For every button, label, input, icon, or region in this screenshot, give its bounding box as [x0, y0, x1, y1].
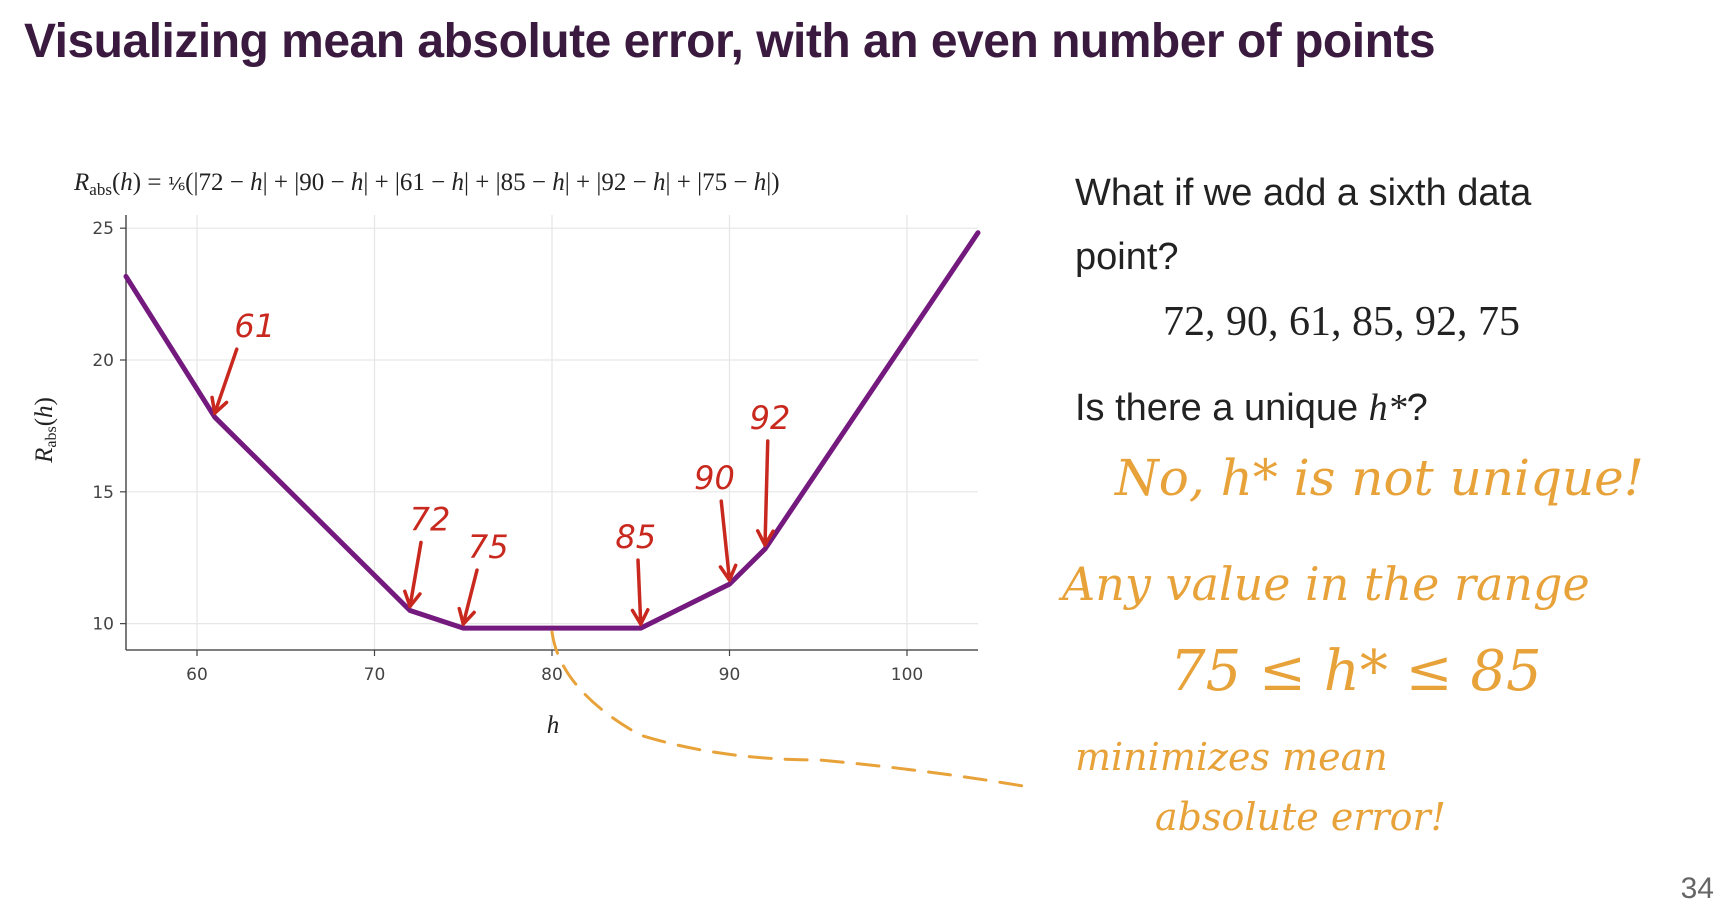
chart-ticks: 60 70 80 90 100 10 15 20 25 [92, 219, 923, 685]
x-tick-label: 60 [186, 665, 208, 685]
red-point-label: 85 [615, 518, 656, 556]
unique-question: Is there a unique h*? [1075, 386, 1428, 430]
red-arrow-head [403, 589, 422, 609]
unique-question-prefix: Is there a unique [1075, 387, 1369, 429]
x-tick-label: 100 [891, 665, 923, 685]
red-arrow-head [630, 608, 650, 626]
red-point-label: 61 [234, 307, 275, 345]
chart-curve-layer [123, 230, 981, 631]
red-arrow-head [718, 563, 738, 582]
red-annotations: 72 90 61 85 92 75 [210, 307, 791, 626]
handwritten-answer-line4: minimizes mean [1075, 735, 1388, 779]
page-number: 34 [1680, 872, 1714, 905]
red-arrow-head [755, 529, 775, 547]
question-line-1: What if we add a sixth data [1075, 172, 1532, 214]
red-arrow [461, 568, 479, 626]
red-arrow [636, 558, 643, 626]
red-arrow [213, 347, 239, 415]
red-point-label: 92 [750, 399, 791, 437]
chart-grid [126, 215, 978, 650]
y-tick-label: 20 [92, 351, 114, 371]
handwritten-answer-line1: No, h* is not unique! [1114, 449, 1644, 507]
mae-curve [123, 230, 981, 631]
red-arrow [719, 499, 732, 582]
x-axis-title: h [547, 712, 560, 739]
handwritten-answer-line2: Any value in the range [1058, 557, 1590, 611]
question-line-2: point? [1075, 236, 1179, 278]
red-point-label: 90 [694, 459, 735, 497]
slide-title: Visualizing mean absolute error, with an… [24, 15, 1436, 68]
y-tick-label: 25 [92, 219, 114, 239]
x-tick-label: 90 [719, 665, 741, 685]
handwritten-answer-line5: absolute error! [1155, 795, 1446, 839]
red-arrow-head [457, 606, 476, 626]
red-arrow [408, 540, 423, 609]
y-axis-title: Rabs(h) [31, 397, 60, 464]
x-tick-label: 70 [364, 665, 386, 685]
handwritten-answer-line3: 75 ≤ h* ≤ 85 [1170, 639, 1542, 704]
y-tick-label: 10 [92, 615, 114, 635]
red-arrow-head [210, 395, 229, 415]
chart-title-formula: Rabs(h) = ⅙(|72 − h| + |90 − h| + |61 − … [73, 169, 780, 199]
red-arrow [763, 439, 770, 547]
y-tick-label: 15 [92, 483, 114, 503]
red-point-label: 75 [468, 528, 509, 566]
h-star-symbol: h* [1368, 387, 1407, 429]
x-tick-label: 80 [541, 665, 563, 685]
red-point-label: 72 [410, 500, 451, 538]
unique-question-suffix: ? [1406, 387, 1428, 429]
dashed-pointer-line [550, 630, 1037, 790]
data-list: 72, 90, 61, 85, 92, 75 [1163, 299, 1520, 345]
